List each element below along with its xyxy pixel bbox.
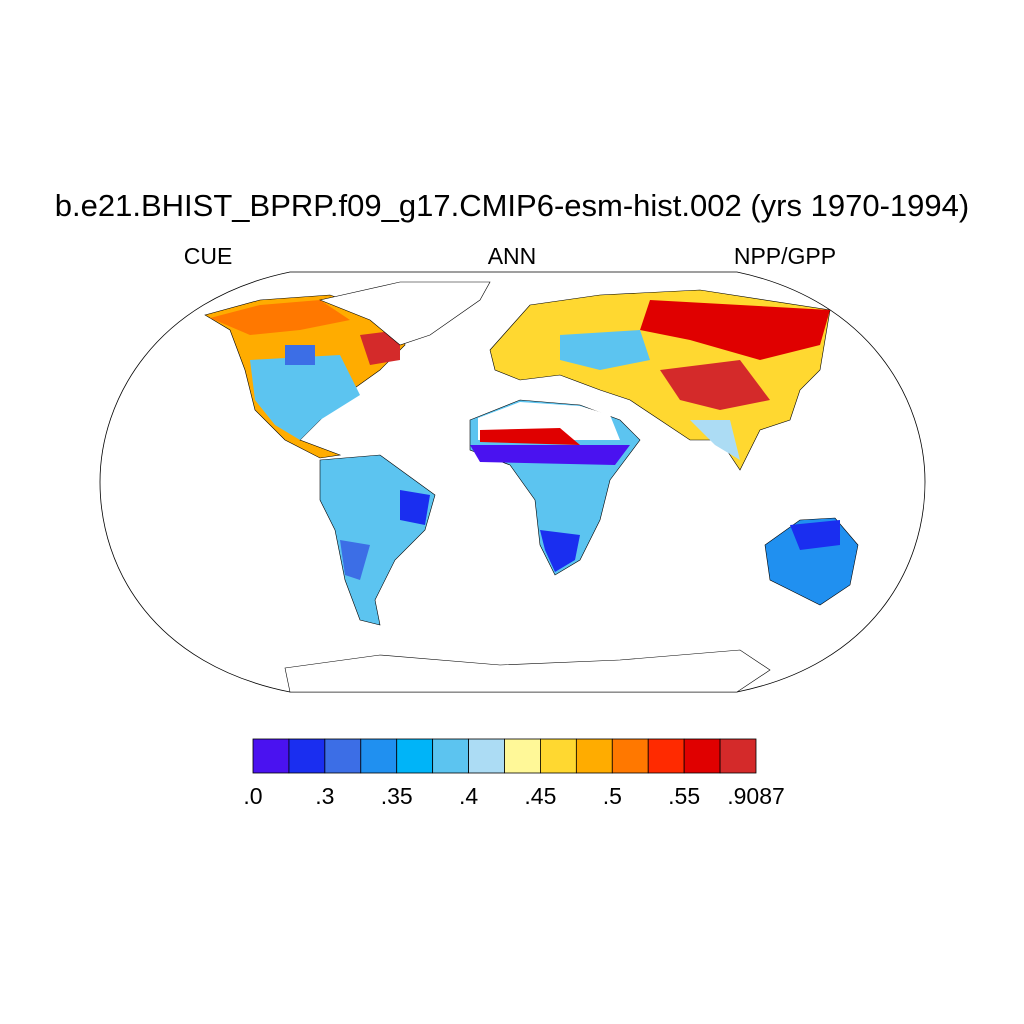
region (640, 300, 830, 360)
region (340, 540, 370, 580)
map (99, 271, 926, 693)
region (285, 345, 315, 365)
colorbar-box (468, 738, 505, 774)
region (540, 530, 580, 572)
region (480, 428, 580, 445)
region (210, 300, 350, 335)
region (250, 355, 360, 440)
greenland (318, 281, 491, 346)
colorbar-label: .9087 (727, 783, 785, 809)
colorbar-box (396, 738, 434, 774)
colorbar-box (504, 738, 541, 774)
antarctica (284, 649, 771, 693)
subtitle-right: NPP/GPP (734, 243, 836, 269)
colorbar: .0 .3 .35 .4 .45 .5 .55 .9087 (243, 738, 785, 809)
colorbar-box (719, 738, 757, 774)
region (470, 445, 630, 465)
region (360, 330, 400, 365)
colorbar-box (252, 738, 290, 774)
colorbar-box (288, 738, 326, 774)
title: b.e21.BHIST_BPRP.f09_g17.CMIP6-esm-hist.… (55, 188, 969, 223)
africa (469, 399, 641, 576)
colorbar-box (540, 738, 577, 774)
colorbar-label: .55 (668, 783, 700, 809)
colorbar-box (432, 738, 469, 774)
colorbar-box (360, 738, 398, 774)
region (790, 520, 840, 550)
colorbar-label: .3 (315, 783, 334, 809)
colorbar-label: .45 (524, 783, 556, 809)
colorbar-label: .4 (459, 783, 478, 809)
colorbar-label: .0 (243, 783, 262, 809)
colorbar-box (611, 738, 649, 774)
colorbar-label: .5 (603, 783, 622, 809)
colorbar-box (324, 738, 362, 774)
region (400, 490, 430, 525)
region (690, 420, 740, 460)
colorbar-box (683, 738, 721, 774)
colorbar-label: .35 (381, 783, 413, 809)
subtitle-center: ANN (488, 243, 537, 269)
colorbar-box (647, 738, 685, 774)
subtitle-left: CUE (184, 243, 233, 269)
region (660, 360, 770, 410)
region (560, 330, 650, 370)
colorbar-box (575, 738, 613, 774)
